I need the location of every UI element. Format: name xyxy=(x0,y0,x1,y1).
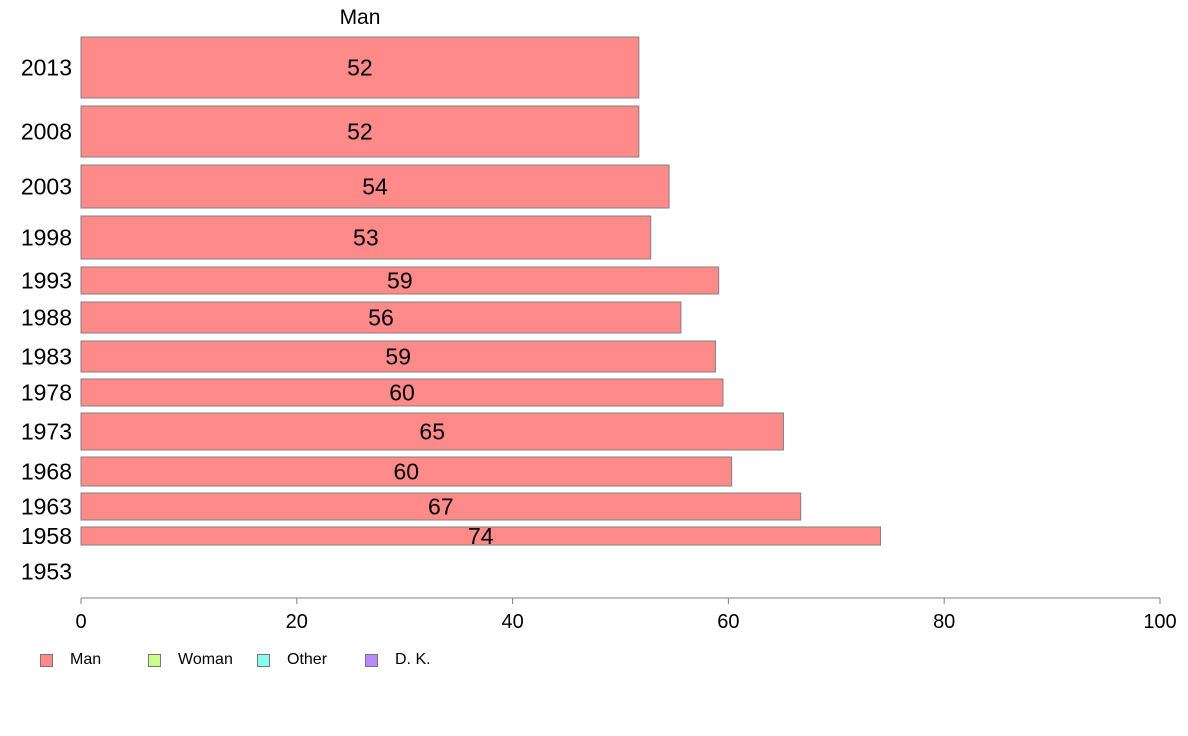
y-tick-label-1983: 1983 xyxy=(21,344,72,370)
y-tick-label-1998: 1998 xyxy=(21,225,72,251)
data-label-1978: 60 xyxy=(389,380,415,406)
y-tick-label-1973: 1973 xyxy=(21,419,72,445)
bar-2013 xyxy=(80,36,640,99)
data-label-1973: 65 xyxy=(419,419,445,445)
legend-swatch-dk xyxy=(365,654,378,667)
chart-title: Man xyxy=(340,6,381,29)
bar-1983 xyxy=(80,340,716,373)
data-label-2008: 52 xyxy=(347,119,373,145)
data-label-1983: 59 xyxy=(385,344,411,370)
bar-1998 xyxy=(80,215,652,260)
x-tick-label-20: 20 xyxy=(286,611,308,633)
y-tick-label-2008: 2008 xyxy=(21,119,72,145)
bar-1958 xyxy=(80,526,882,546)
data-label-1963: 67 xyxy=(428,494,454,520)
x-tick-label-80: 80 xyxy=(933,611,955,633)
x-tick-label-100: 100 xyxy=(1143,611,1176,633)
bar-1968 xyxy=(80,456,733,487)
y-tick-label-1993: 1993 xyxy=(21,268,72,294)
y-tick-label-1988: 1988 xyxy=(21,305,72,331)
y-tick-label-1968: 1968 xyxy=(21,459,72,485)
y-axis-labels: 2013 2008 2003 1998 1993 1988 1983 1978 1973 1968… xyxy=(21,55,72,585)
legend-label-man: Man xyxy=(70,651,102,668)
bar-1988 xyxy=(80,301,682,334)
y-tick-label-1978: 1978 xyxy=(21,380,72,406)
legend-label-woman: Woman xyxy=(178,651,233,668)
y-tick-label-2013: 2013 xyxy=(21,55,72,81)
x-tick-label-0: 0 xyxy=(75,611,86,633)
bar-2008 xyxy=(80,105,640,158)
data-label-1993: 59 xyxy=(387,268,413,294)
legend-label-other: Other xyxy=(287,651,328,668)
legend-swatch-other xyxy=(257,654,270,667)
bar-1993 xyxy=(80,266,720,295)
data-label-2003: 54 xyxy=(362,174,388,200)
data-label-1988: 56 xyxy=(368,305,394,331)
x-axis: 0 20 40 60 80 100 xyxy=(75,597,1177,633)
y-tick-label-2003: 2003 xyxy=(21,174,72,200)
y-tick-label-1963: 1963 xyxy=(21,494,72,520)
bar-2003 xyxy=(80,164,670,209)
data-label-1998: 53 xyxy=(353,225,379,251)
y-tick-label-1953: 1953 xyxy=(21,559,72,585)
data-label-2013: 52 xyxy=(347,55,373,81)
legend-swatch-woman xyxy=(148,654,161,667)
legend-swatch-man xyxy=(40,654,53,667)
data-label-1968: 60 xyxy=(394,459,420,485)
x-tick-label-60: 60 xyxy=(717,611,739,633)
y-tick-label-1958: 1958 xyxy=(21,523,72,549)
legend-label-dk: D. K. xyxy=(395,651,431,668)
bar-1973 xyxy=(80,412,784,451)
bar-1963 xyxy=(80,492,802,521)
x-tick-label-40: 40 xyxy=(501,611,523,633)
bar-1978 xyxy=(80,378,724,407)
data-label-1958: 74 xyxy=(468,523,494,549)
